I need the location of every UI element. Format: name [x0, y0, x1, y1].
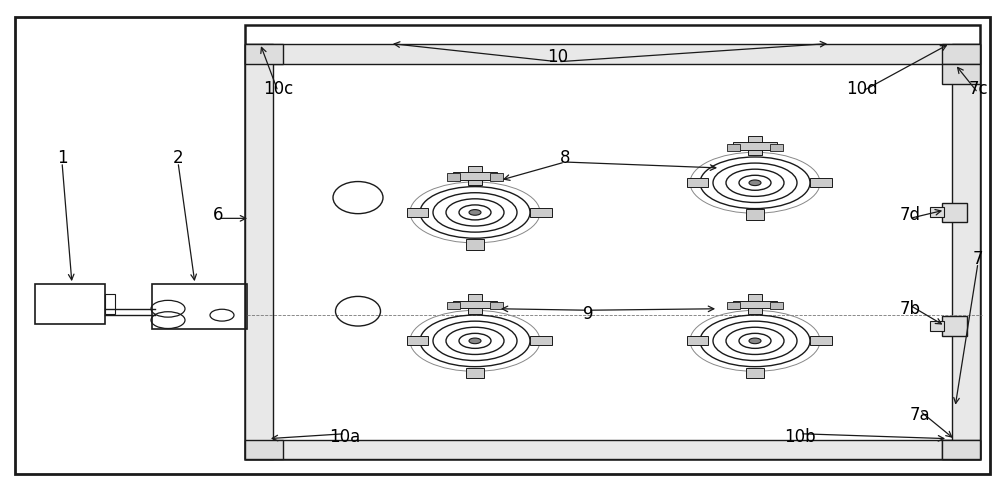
Bar: [245, 44, 980, 64]
Bar: [770, 302, 783, 309]
Bar: [746, 368, 764, 378]
Bar: [453, 300, 497, 308]
Bar: [770, 144, 783, 151]
Text: 8: 8: [560, 149, 570, 167]
Text: 10a: 10a: [329, 428, 361, 446]
Bar: [930, 207, 944, 217]
Bar: [952, 44, 980, 459]
Text: 10b: 10b: [784, 428, 816, 446]
Bar: [407, 336, 428, 345]
Text: 10c: 10c: [263, 80, 293, 98]
Bar: [453, 172, 497, 180]
Bar: [733, 142, 777, 150]
Ellipse shape: [469, 209, 481, 215]
Bar: [748, 294, 762, 314]
Bar: [152, 284, 247, 329]
Text: 7c: 7c: [968, 80, 988, 98]
Bar: [687, 178, 708, 187]
Bar: [942, 64, 980, 84]
Bar: [530, 336, 552, 345]
Bar: [687, 336, 708, 345]
Text: 2: 2: [173, 149, 183, 167]
Text: 10d: 10d: [846, 80, 878, 98]
Bar: [447, 173, 460, 181]
Bar: [466, 239, 484, 250]
Text: 10: 10: [547, 48, 569, 66]
Text: 6: 6: [213, 206, 223, 224]
Bar: [748, 136, 762, 156]
Bar: [942, 440, 980, 459]
Bar: [490, 173, 503, 181]
Bar: [407, 208, 428, 217]
Bar: [245, 44, 283, 64]
Bar: [245, 440, 980, 459]
Bar: [942, 440, 980, 459]
Bar: [727, 302, 740, 309]
Bar: [105, 294, 115, 314]
Text: 7d: 7d: [900, 206, 920, 224]
Bar: [245, 44, 273, 459]
Bar: [942, 203, 967, 222]
Bar: [245, 25, 980, 459]
Bar: [468, 294, 482, 314]
Bar: [942, 44, 980, 64]
Bar: [35, 284, 105, 324]
Ellipse shape: [749, 338, 761, 344]
Bar: [727, 144, 740, 151]
Text: 9: 9: [583, 305, 593, 323]
Bar: [245, 440, 283, 459]
Bar: [746, 209, 764, 220]
Bar: [733, 300, 777, 308]
Text: 7b: 7b: [900, 300, 920, 318]
Bar: [530, 208, 552, 217]
Bar: [468, 165, 482, 185]
Text: 7a: 7a: [910, 406, 930, 424]
Bar: [810, 178, 832, 187]
Bar: [942, 316, 967, 336]
Ellipse shape: [749, 180, 761, 186]
Bar: [930, 321, 944, 331]
Bar: [490, 302, 503, 309]
Text: 7: 7: [973, 250, 983, 268]
Ellipse shape: [469, 338, 481, 344]
Bar: [447, 302, 460, 309]
Bar: [466, 368, 484, 378]
Bar: [810, 336, 832, 345]
Text: 1: 1: [57, 149, 67, 167]
